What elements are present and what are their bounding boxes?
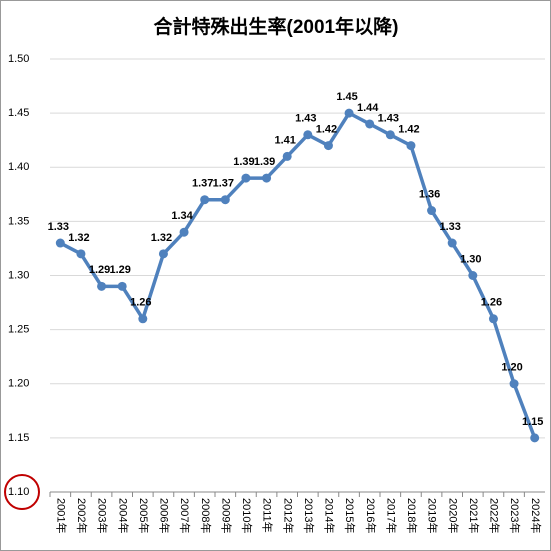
data-point — [220, 195, 230, 205]
data-point — [323, 141, 333, 151]
x-tick-label: 2015年 — [343, 498, 357, 533]
data-label: 1.39 — [254, 156, 275, 168]
series-line — [59, 111, 537, 439]
x-tick-label: 2003年 — [96, 498, 110, 533]
data-label: 1.26 — [481, 297, 502, 309]
x-tick-label: 2005年 — [137, 498, 151, 533]
highlight-circle — [4, 474, 40, 510]
data-label: 1.41 — [274, 134, 295, 146]
x-tick-label: 2008年 — [199, 498, 213, 533]
data-point — [303, 130, 313, 140]
data-point — [406, 141, 416, 151]
data-point — [447, 238, 457, 248]
data-point — [76, 249, 86, 259]
data-label: 1.43 — [378, 113, 399, 125]
chart-title: 合計特殊出生率(2001年以降) — [154, 15, 399, 38]
x-tick-label: 2001年 — [54, 498, 68, 533]
data-label: 1.29 — [109, 264, 130, 276]
x-tick-label: 2014年 — [323, 498, 337, 533]
data-label: 1.36 — [419, 188, 440, 200]
data-label: 1.30 — [460, 253, 481, 265]
y-tick-label: 1.40 — [8, 161, 29, 173]
data-label: 1.29 — [89, 264, 110, 276]
data-label: 1.43 — [295, 113, 316, 125]
data-point — [509, 379, 519, 389]
x-tick-label: 2002年 — [75, 498, 89, 533]
x-tick-label: 2010年 — [240, 498, 254, 533]
data-point — [262, 173, 272, 183]
x-tick-label: 2004年 — [116, 498, 130, 533]
y-tick-label: 1.30 — [8, 269, 29, 281]
data-point — [282, 151, 292, 161]
data-point — [427, 206, 437, 216]
data-label: 1.42 — [316, 124, 337, 136]
x-tick-label: 2011年 — [261, 498, 275, 533]
data-label: 1.33 — [439, 221, 460, 233]
data-point — [158, 249, 168, 259]
data-point — [55, 238, 65, 248]
x-tick-label: 2023年 — [508, 498, 522, 533]
x-tick-label: 2007年 — [178, 498, 192, 533]
data-label: 1.42 — [398, 124, 419, 136]
data-label: 1.34 — [171, 210, 193, 222]
x-tick-label: 2009年 — [219, 498, 233, 533]
data-label: 1.45 — [336, 91, 357, 103]
data-point — [344, 108, 354, 118]
y-tick-label: 1.20 — [8, 378, 29, 390]
x-tick-label: 2021年 — [467, 498, 481, 533]
data-point — [468, 271, 478, 280]
y-tick-label: 1.25 — [8, 324, 29, 336]
data-point — [138, 314, 148, 324]
data-point — [117, 281, 127, 291]
y-tick-label: 1.35 — [8, 215, 29, 227]
data-point — [97, 281, 107, 291]
x-tick-label: 2012年 — [281, 498, 295, 533]
x-tick-label: 2013年 — [302, 498, 316, 533]
data-label: 1.20 — [501, 362, 522, 374]
data-label: 1.33 — [48, 221, 69, 233]
data-label: 1.26 — [130, 297, 151, 309]
data-point — [241, 173, 251, 183]
x-tick-label: 2017年 — [384, 498, 398, 533]
x-tick-label: 2024年 — [529, 498, 543, 533]
y-tick-label: 1.45 — [8, 107, 29, 119]
data-point — [530, 433, 540, 443]
data-label: 1.15 — [522, 416, 543, 428]
y-tick-label: 1.15 — [8, 432, 29, 444]
x-tick-label: 2020年 — [446, 498, 460, 533]
x-tick-label: 2022年 — [488, 498, 502, 533]
data-point — [200, 195, 210, 205]
data-label: 1.44 — [357, 102, 379, 114]
x-tick-label: 2018年 — [405, 498, 419, 533]
data-label: 1.39 — [233, 156, 254, 168]
data-label: 1.37 — [192, 178, 213, 190]
data-label: 1.32 — [68, 232, 89, 244]
data-label: 1.37 — [213, 178, 234, 190]
data-point — [385, 130, 395, 140]
data-point — [179, 227, 189, 237]
y-tick-label: 1.50 — [8, 53, 29, 65]
x-tick-label: 2016年 — [364, 498, 378, 533]
data-point — [365, 119, 375, 129]
data-label: 1.32 — [151, 232, 172, 244]
y-tick-label: 1.10 — [8, 486, 29, 498]
x-tick-label: 2019年 — [426, 498, 440, 533]
data-point — [488, 314, 498, 324]
x-tick-label: 2006年 — [158, 498, 172, 533]
